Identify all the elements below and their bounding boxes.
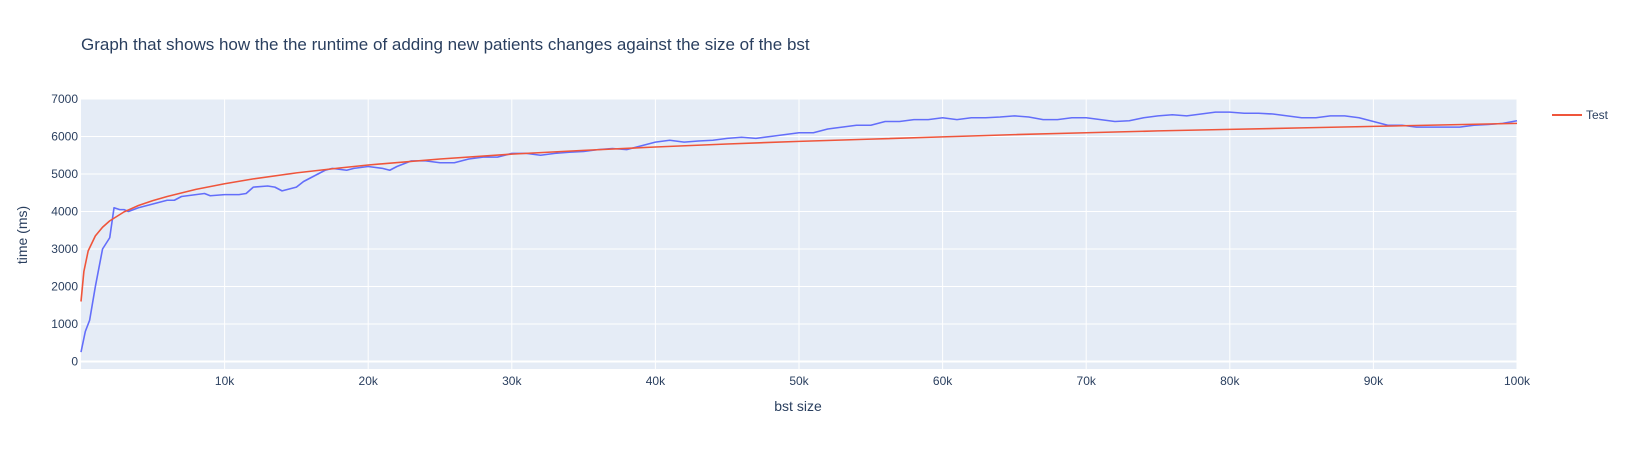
y-tick-label: 2000 — [51, 280, 78, 294]
y-tick-label: 1000 — [51, 317, 78, 331]
y-axis-ticks: 0 1000 2000 3000 4000 5000 6000 7000 — [51, 92, 78, 369]
series-line-test[interactable] — [80, 122, 1518, 302]
y-tick-label: 0 — [71, 355, 78, 369]
x-tick-label: 30k — [502, 374, 522, 388]
x-tick-label: 90k — [1364, 374, 1384, 388]
x-tick-label: 50k — [789, 374, 809, 388]
grid — [81, 98, 1518, 369]
y-tick-label: 7000 — [51, 92, 78, 106]
y-axis-label: time (ms) — [14, 206, 30, 264]
y-tick-label: 6000 — [51, 130, 78, 144]
x-tick-label: 80k — [1220, 374, 1240, 388]
x-tick-label: 70k — [1077, 374, 1097, 388]
legend[interactable]: Test — [1552, 108, 1609, 122]
x-tick-label: 100k — [1504, 374, 1531, 388]
x-tick-label: 60k — [933, 374, 953, 388]
x-tick-label: 10k — [215, 374, 235, 388]
y-tick-label: 3000 — [51, 242, 78, 256]
x-tick-label: 20k — [359, 374, 379, 388]
series-line-0[interactable] — [80, 111, 1518, 353]
x-axis-ticks: 10k 20k 30k 40k 50k 60k 70k 80k 90k 100k — [215, 374, 1531, 388]
y-tick-label: 5000 — [51, 167, 78, 181]
x-tick-label: 40k — [646, 374, 666, 388]
y-tick-label: 4000 — [51, 205, 78, 219]
chart-title: Graph that shows how the the runtime of … — [81, 35, 810, 54]
legend-label-test: Test — [1586, 108, 1609, 122]
x-axis-label: bst size — [774, 398, 822, 414]
series-layer — [80, 111, 1518, 353]
